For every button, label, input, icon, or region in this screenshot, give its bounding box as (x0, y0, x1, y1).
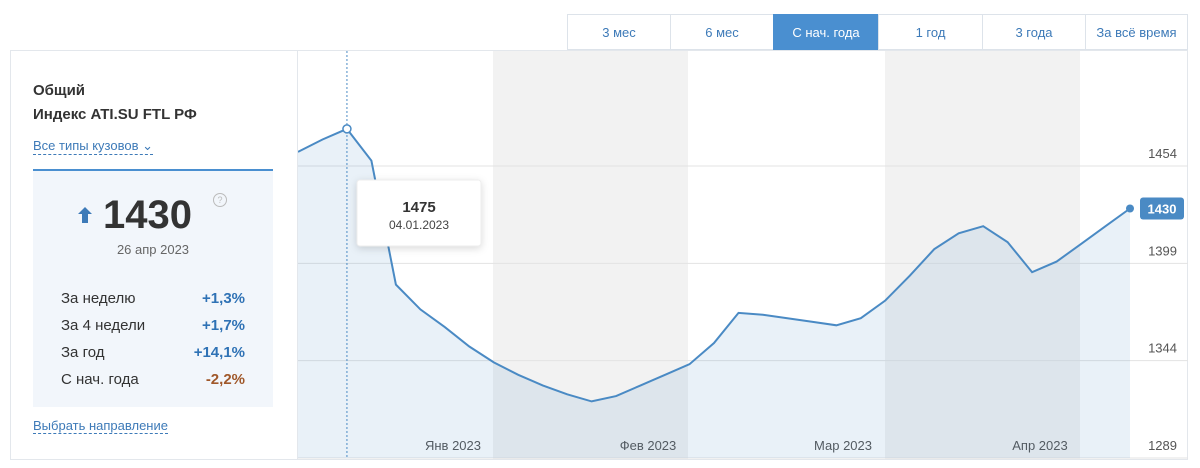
stat-label: За 4 недели (61, 317, 146, 334)
stat-label: С нач. года (61, 371, 139, 388)
stat-value: +14,1% (193, 344, 245, 361)
last-point (1126, 204, 1134, 213)
period-tab[interactable]: С нач. года (773, 14, 878, 50)
subtitle: Индекс ATI.SU FTL РФ (33, 106, 197, 123)
y-tick-label: 1289 (1148, 438, 1177, 453)
index-value: 1430 (103, 193, 192, 237)
sidebar: Общий Индекс ATI.SU FTL РФ Все типы кузо… (10, 50, 298, 460)
y-tick-label: 1399 (1148, 243, 1177, 258)
value-panel: 1430 ? 26 апр 2023 За неделю +1,3% За 4 не… (33, 169, 273, 407)
stat-row: За 4 недели +1,7% (61, 317, 245, 334)
tooltip-date: 04.01.2023 (389, 218, 449, 232)
stat-row: С нач. года -2,2% (61, 371, 245, 388)
month-band (493, 51, 688, 459)
title: Общий (33, 82, 86, 99)
y-tick-label: 1344 (1148, 341, 1177, 356)
period-tab[interactable]: За всё время (1085, 14, 1188, 50)
period-tab[interactable]: 3 года (982, 14, 1085, 50)
tooltip (356, 179, 482, 247)
filter-text[interactable]: Все типы кузовов (33, 138, 139, 153)
tooltip-value: 1475 (402, 199, 435, 216)
y-tick-label: 1454 (1148, 146, 1177, 161)
month-band (885, 51, 1080, 459)
period-tabs: 3 мес 6 мес С нач. года 1 год 3 года За всё в… (567, 14, 1188, 50)
stat-value: +1,7% (202, 317, 245, 334)
x-tick-label: Фев 2023 (620, 438, 677, 453)
x-tick-label: Янв 2023 (425, 438, 481, 453)
direction-link[interactable]: Выбрать направление (33, 418, 168, 434)
filter-dropdown[interactable]: Все типы кузовов ⌄ (33, 138, 154, 155)
stat-value: +1,3% (202, 290, 245, 307)
chart-box (10, 50, 1188, 460)
stat-label: За год (61, 344, 105, 361)
last-value-badge (1140, 197, 1184, 220)
stat-row: За год +14,1% (61, 344, 245, 361)
up-arrow (78, 207, 92, 223)
x-tick-label: Мар 2023 (814, 438, 872, 453)
period-tab[interactable]: 1 год (878, 14, 982, 50)
stat-value: -2,2% (205, 371, 245, 388)
x-tick-label: Апр 2023 (1012, 438, 1067, 453)
line (297, 127, 1131, 403)
period-tab[interactable]: 6 мес (670, 14, 773, 50)
period-tab[interactable]: 3 мес (567, 14, 670, 50)
last-value-label: 1430 (1148, 201, 1177, 216)
stat-row: За неделю +1,3% (61, 290, 245, 307)
stat-label: За неделю (61, 290, 136, 307)
hover-point (342, 124, 352, 134)
area (298, 128, 1130, 458)
help-icon[interactable]: ? (213, 193, 227, 207)
index-date: 26 апр 2023 (116, 242, 190, 257)
